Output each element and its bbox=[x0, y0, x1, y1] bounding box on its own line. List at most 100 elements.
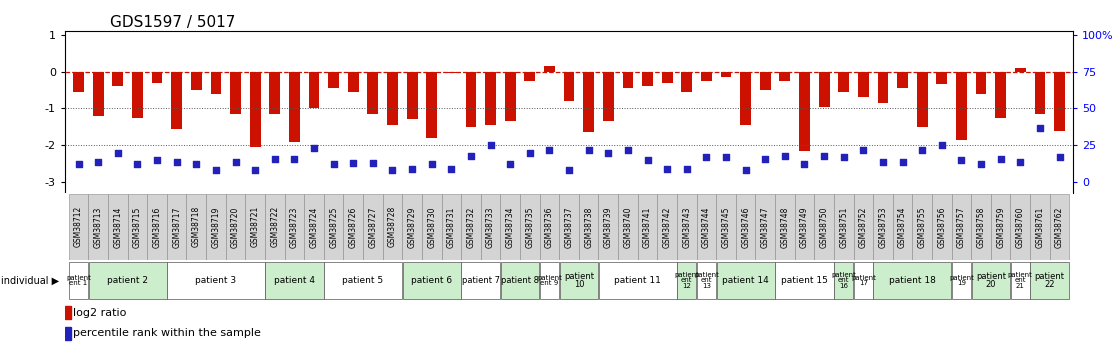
Text: GSM38734: GSM38734 bbox=[505, 206, 514, 248]
FancyBboxPatch shape bbox=[363, 194, 382, 260]
Point bbox=[69, 162, 87, 167]
Bar bbox=[563, 71, 575, 101]
Point bbox=[188, 162, 206, 167]
Bar bbox=[995, 71, 1006, 118]
Point bbox=[1031, 125, 1049, 130]
FancyBboxPatch shape bbox=[618, 194, 637, 260]
FancyBboxPatch shape bbox=[697, 194, 717, 260]
Bar bbox=[898, 71, 908, 88]
Text: GSM38759: GSM38759 bbox=[996, 206, 1005, 248]
Text: patient
17: patient 17 bbox=[851, 275, 875, 286]
Bar bbox=[878, 71, 889, 103]
Text: GSM38723: GSM38723 bbox=[290, 206, 299, 247]
Text: GSM38718: GSM38718 bbox=[192, 206, 201, 247]
FancyBboxPatch shape bbox=[69, 194, 88, 260]
Bar bbox=[132, 71, 143, 118]
Bar bbox=[799, 71, 809, 151]
FancyBboxPatch shape bbox=[873, 194, 893, 260]
Bar bbox=[387, 71, 398, 125]
Bar bbox=[485, 71, 496, 125]
Text: GSM38717: GSM38717 bbox=[172, 206, 181, 247]
Text: GSM38724: GSM38724 bbox=[310, 206, 319, 247]
Point bbox=[698, 154, 716, 160]
Point bbox=[973, 162, 991, 167]
Text: patient
22: patient 22 bbox=[1035, 272, 1064, 289]
Bar bbox=[838, 71, 850, 92]
Text: GSM38729: GSM38729 bbox=[408, 206, 417, 247]
FancyBboxPatch shape bbox=[442, 194, 461, 260]
Point bbox=[560, 168, 578, 173]
Text: GSM38725: GSM38725 bbox=[329, 206, 338, 247]
Point bbox=[638, 157, 656, 163]
Point bbox=[815, 153, 833, 158]
FancyBboxPatch shape bbox=[265, 262, 323, 299]
Text: GSM38738: GSM38738 bbox=[585, 206, 594, 247]
FancyBboxPatch shape bbox=[108, 194, 127, 260]
Bar bbox=[407, 71, 417, 119]
Point bbox=[324, 162, 342, 167]
Bar bbox=[191, 71, 201, 90]
FancyBboxPatch shape bbox=[462, 262, 500, 299]
Text: GSM38739: GSM38739 bbox=[604, 206, 613, 248]
Point bbox=[619, 147, 637, 152]
Point bbox=[383, 168, 401, 173]
Bar bbox=[584, 71, 594, 132]
Text: GSM38713: GSM38713 bbox=[94, 206, 103, 247]
Bar bbox=[779, 71, 790, 81]
Bar bbox=[309, 71, 320, 108]
FancyBboxPatch shape bbox=[343, 194, 363, 260]
FancyBboxPatch shape bbox=[481, 194, 501, 260]
Text: patient
ent 1: patient ent 1 bbox=[66, 275, 91, 286]
Text: patient 11: patient 11 bbox=[614, 276, 661, 285]
Point bbox=[992, 156, 1010, 161]
FancyBboxPatch shape bbox=[599, 262, 676, 299]
Text: log2 ratio: log2 ratio bbox=[73, 308, 126, 318]
Text: patient 8: patient 8 bbox=[501, 276, 539, 285]
Point bbox=[364, 160, 382, 166]
Point bbox=[501, 162, 519, 167]
Bar bbox=[917, 71, 928, 127]
Text: GSM38736: GSM38736 bbox=[544, 206, 553, 248]
Point bbox=[659, 166, 676, 171]
FancyBboxPatch shape bbox=[893, 194, 912, 260]
FancyBboxPatch shape bbox=[579, 194, 598, 260]
FancyBboxPatch shape bbox=[540, 194, 559, 260]
Text: patient
ent
16: patient ent 16 bbox=[832, 272, 856, 289]
Text: GSM38750: GSM38750 bbox=[819, 206, 828, 248]
FancyBboxPatch shape bbox=[206, 194, 226, 260]
FancyBboxPatch shape bbox=[540, 262, 559, 299]
Bar bbox=[152, 71, 162, 83]
Bar bbox=[603, 71, 614, 121]
Text: GSM38732: GSM38732 bbox=[466, 206, 475, 247]
Text: GSM38731: GSM38731 bbox=[447, 206, 456, 247]
FancyBboxPatch shape bbox=[168, 262, 265, 299]
Text: patient 4: patient 4 bbox=[274, 276, 315, 285]
Point bbox=[285, 156, 303, 161]
Text: GSM38754: GSM38754 bbox=[898, 206, 907, 248]
Bar bbox=[65, 327, 72, 339]
FancyBboxPatch shape bbox=[402, 262, 461, 299]
FancyBboxPatch shape bbox=[991, 194, 1011, 260]
Text: patient 7: patient 7 bbox=[462, 276, 500, 285]
Text: patient
ent
13: patient ent 13 bbox=[694, 272, 719, 289]
Point bbox=[1012, 159, 1030, 164]
Text: GSM38716: GSM38716 bbox=[152, 206, 162, 247]
Text: GDS1597 / 5017: GDS1597 / 5017 bbox=[110, 15, 235, 30]
FancyBboxPatch shape bbox=[461, 194, 481, 260]
Text: patient
ent 9: patient ent 9 bbox=[537, 275, 562, 286]
FancyBboxPatch shape bbox=[187, 194, 206, 260]
Text: GSM38753: GSM38753 bbox=[879, 206, 888, 248]
Text: GSM38746: GSM38746 bbox=[741, 206, 750, 248]
Text: patient 2: patient 2 bbox=[107, 276, 148, 285]
FancyBboxPatch shape bbox=[520, 194, 540, 260]
Text: GSM38728: GSM38728 bbox=[388, 206, 397, 247]
FancyBboxPatch shape bbox=[127, 194, 148, 260]
Point bbox=[207, 168, 225, 173]
FancyBboxPatch shape bbox=[245, 194, 265, 260]
Point bbox=[148, 157, 165, 163]
Bar bbox=[740, 71, 751, 125]
Text: GSM38757: GSM38757 bbox=[957, 206, 966, 248]
FancyBboxPatch shape bbox=[1050, 194, 1069, 260]
FancyBboxPatch shape bbox=[873, 262, 951, 299]
FancyBboxPatch shape bbox=[559, 262, 598, 299]
